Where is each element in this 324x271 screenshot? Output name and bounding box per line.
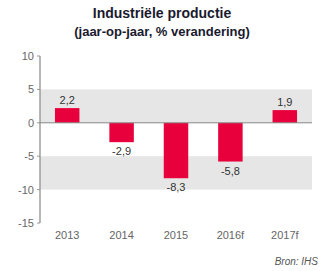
grid — [40, 89, 312, 189]
grid-band — [40, 89, 312, 122]
y-tick-label: -15 — [18, 217, 34, 229]
y-tick-label: 5 — [28, 83, 34, 95]
y-tick-label: -5 — [24, 150, 34, 162]
bars — [55, 108, 297, 178]
bar — [273, 110, 297, 123]
x-tick-label: 2017f — [271, 229, 299, 241]
data-label: -5,8 — [221, 165, 240, 177]
bar — [164, 123, 188, 178]
x-tick-label: 2015 — [164, 229, 188, 241]
bar — [109, 123, 133, 142]
x-tick-label: 2014 — [109, 229, 133, 241]
data-label: -2,9 — [112, 145, 131, 157]
subtitle: (jaar-op-jaar, % verandering) — [74, 24, 250, 39]
chart-container: Industriële productie (jaar-op-jaar, % ve… — [0, 0, 324, 271]
bar — [218, 123, 242, 162]
data-label: -8,3 — [167, 181, 186, 193]
x-tick-label: 2016f — [217, 229, 245, 241]
zero-line — [40, 122, 312, 123]
y-tick-label: 0 — [28, 117, 34, 129]
y-tick-label: -10 — [18, 184, 34, 196]
x-tick-label: 2013 — [55, 229, 79, 241]
bar — [55, 108, 79, 123]
data-label: 2,2 — [60, 94, 75, 106]
title: Industriële productie — [93, 5, 232, 21]
y-axis — [39, 56, 40, 223]
annotation: Bron: IHS — [275, 256, 319, 267]
chart: Industriële productie (jaar-op-jaar, % ve… — [0, 0, 324, 271]
y-tick-label: 10 — [22, 50, 34, 62]
data-label: 1,9 — [277, 96, 292, 108]
